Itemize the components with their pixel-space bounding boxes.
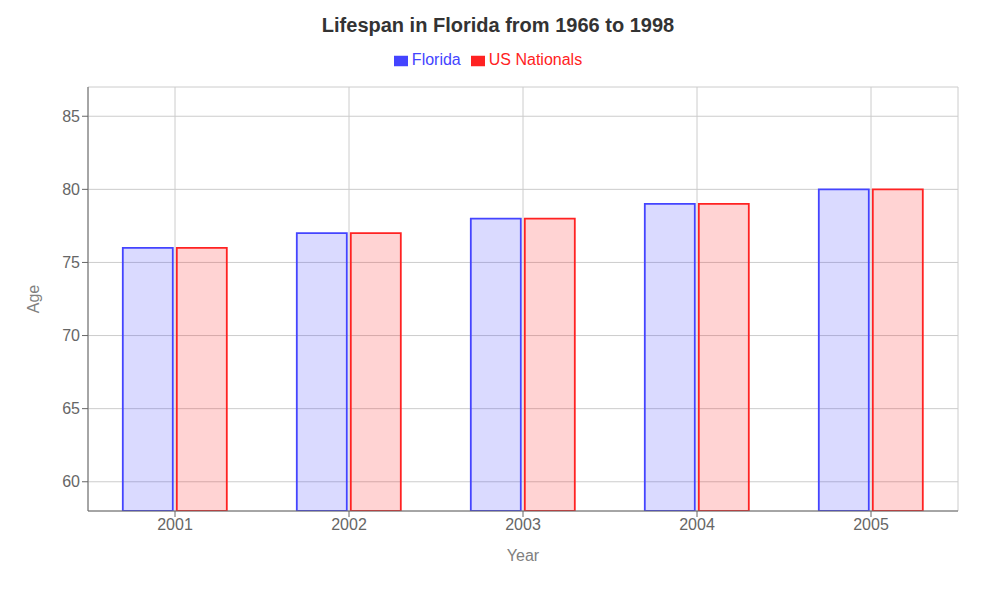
svg-text:80: 80 [62, 181, 80, 198]
svg-text:70: 70 [62, 327, 80, 344]
svg-text:65: 65 [62, 400, 80, 417]
svg-text:2004: 2004 [679, 516, 715, 533]
svg-text:2003: 2003 [505, 516, 541, 533]
svg-text:2001: 2001 [157, 516, 193, 533]
svg-text:2005: 2005 [853, 516, 889, 533]
svg-text:75: 75 [62, 254, 80, 271]
svg-text:2002: 2002 [331, 516, 367, 533]
html-text:Lifespan in Florida from 1966: Lifespan in Florida from 1966 to 1998 [321, 14, 675, 36]
svg-text:60: 60 [62, 473, 80, 490]
svg-text:Year: Year [507, 547, 540, 564]
html-text:Florida: Florida [411, 51, 461, 68]
svg-text:Age: Age [25, 285, 42, 314]
html-text:US Nationals: US Nationals [488, 51, 583, 68]
svg-text:85: 85 [62, 108, 80, 125]
